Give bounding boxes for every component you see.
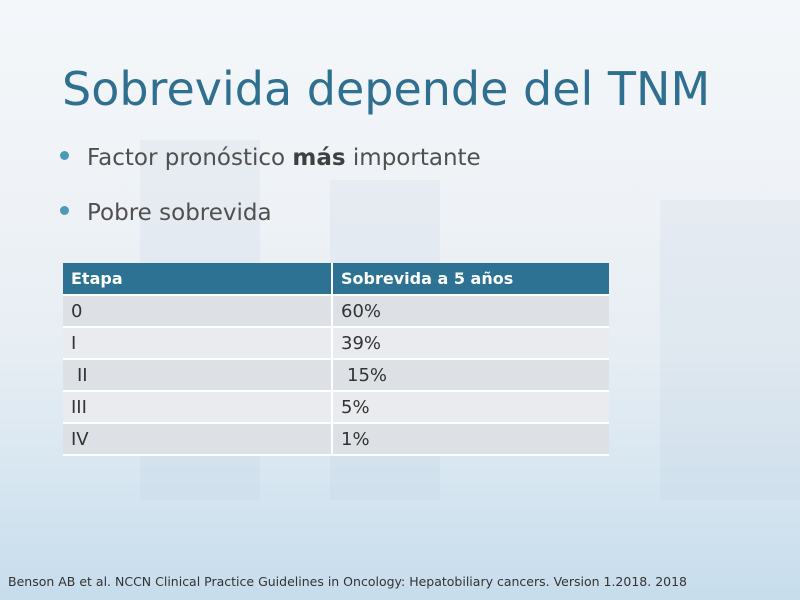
bullet: Pobre sobrevida bbox=[60, 200, 272, 226]
table-header-cell: Sobrevida a 5 años bbox=[332, 263, 609, 296]
survival-table: Etapa Sobrevida a 5 años 0 60% I 39% II 15% III… bbox=[63, 263, 609, 456]
table-header-row: Etapa Sobrevida a 5 años bbox=[63, 263, 609, 296]
bullet-text: importante bbox=[345, 145, 481, 171]
table-cell: 60% bbox=[332, 295, 609, 328]
table-row: II 15% bbox=[63, 359, 609, 392]
background-building bbox=[660, 200, 800, 500]
table-row: III 5% bbox=[63, 391, 609, 424]
table-header-cell: Etapa bbox=[63, 263, 333, 296]
table-cell: 15% bbox=[332, 359, 609, 392]
table-body: 0 60% I 39% II 15% III 5% IV 1% bbox=[63, 295, 609, 456]
table-cell: 0 bbox=[63, 295, 333, 328]
citation: Benson AB et al. NCCN Clinical Practice … bbox=[8, 574, 688, 589]
slide-title: Sobrevida depende del TNM bbox=[62, 62, 711, 116]
bullet-bold-text: más bbox=[292, 145, 346, 171]
bullet-text: Factor pronóstico bbox=[87, 145, 293, 171]
table-row: 0 60% bbox=[63, 295, 609, 328]
bullet: Factor pronóstico más importante bbox=[60, 145, 481, 171]
bullet-dot bbox=[60, 206, 69, 215]
table-cell: IV bbox=[63, 423, 333, 456]
table-cell: 1% bbox=[332, 423, 609, 456]
table-cell: II bbox=[63, 359, 333, 392]
bullet-text: Pobre sobrevida bbox=[87, 200, 272, 226]
bullet-dot bbox=[60, 151, 69, 160]
table-cell: I bbox=[63, 327, 333, 360]
table-cell: III bbox=[63, 391, 333, 424]
table-cell: 39% bbox=[332, 327, 609, 360]
table-row: I 39% bbox=[63, 327, 609, 360]
table-row: IV 1% bbox=[63, 423, 609, 456]
table-cell: 5% bbox=[332, 391, 609, 424]
